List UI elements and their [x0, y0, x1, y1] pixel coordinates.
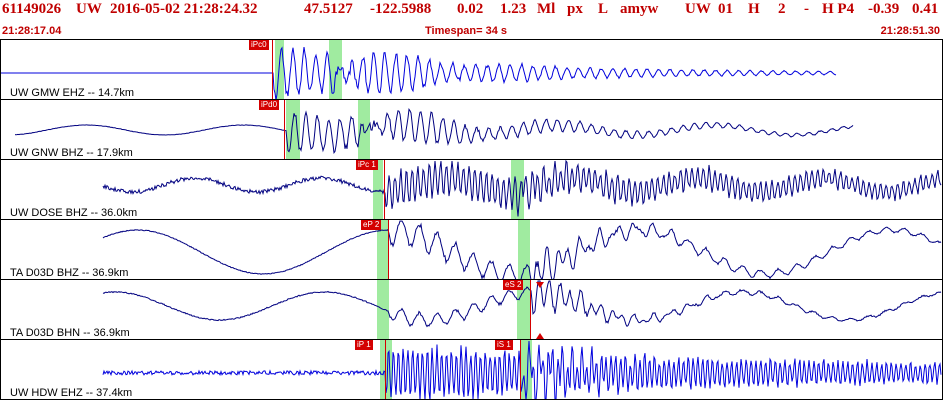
pick-window	[511, 160, 524, 219]
pick-marker-line[interactable]	[530, 280, 531, 339]
pick-label[interactable]: eS 2	[503, 280, 524, 290]
pick-window	[286, 100, 300, 159]
start-time: 21:28:17.04	[2, 25, 62, 37]
flag-dash: -	[804, 1, 809, 17]
waveform-panel-gmw[interactable]: iPc0 UW GMW EHZ -- 14.7km	[0, 39, 943, 100]
seismogram-trace	[102, 220, 942, 279]
waveform-panel-d03d-bhz[interactable]: eP 2 TA D03D BHZ -- 36.9km	[0, 219, 943, 280]
waveform-line	[102, 280, 942, 328]
waveform-line	[102, 160, 942, 217]
flag-2: 2	[778, 1, 786, 17]
pick-label[interactable]: iPc 1	[356, 160, 378, 170]
pick-window	[377, 220, 389, 279]
flag-hp4: H P4	[822, 1, 855, 17]
pick-marker-line[interactable]	[385, 340, 386, 399]
value-1: -0.39	[868, 1, 900, 17]
pick-marker-line[interactable]	[272, 40, 273, 99]
pick-marker-line[interactable]	[388, 220, 389, 279]
waveform-line	[102, 220, 942, 279]
seismogram-trace	[14, 108, 854, 154]
pick-label[interactable]: iS 1	[495, 340, 513, 350]
pick-label[interactable]: iPc0	[249, 40, 269, 50]
pick-window	[329, 40, 342, 99]
time-axis-row: 21:28:17.04 Timespan= 34 s 21:28:51.30	[0, 25, 944, 39]
waveform-line	[102, 340, 942, 399]
pick-label[interactable]: eP 2	[361, 220, 382, 230]
pick-window	[275, 40, 284, 99]
pick-marker-line[interactable]	[520, 340, 521, 399]
end-time: 21:28:51.30	[880, 25, 940, 37]
seismogram-trace	[1, 46, 837, 99]
seismogram-trace	[102, 340, 942, 399]
station-label: UW GMW EHZ -- 14.7km	[10, 87, 135, 99]
seismogram-trace	[102, 280, 942, 328]
station-label: TA D03D BHZ -- 36.9km	[10, 267, 129, 279]
station-label: UW GNW BHZ -- 17.9km	[10, 147, 133, 159]
pick-label[interactable]: iP 1	[355, 340, 373, 350]
flag-px: px	[567, 1, 583, 17]
event-id: 61149026	[2, 1, 62, 17]
waveform-panel-dose[interactable]: iPc 1 UW DOSE BHZ -- 36.0km	[0, 159, 943, 220]
pick-label[interactable]: iPd0	[259, 100, 280, 110]
latitude: 47.5127	[304, 1, 353, 17]
pick-window	[373, 160, 383, 219]
flag-l: L	[598, 1, 609, 17]
timespan: Timespan= 34 s	[425, 25, 508, 37]
station-label: UW HDW EHZ -- 37.4km	[10, 387, 133, 399]
waveform-panel-gnw[interactable]: iPd0 UW GNW BHZ -- 17.9km	[0, 99, 943, 160]
station-label: UW DOSE BHZ -- 36.0km	[10, 207, 138, 219]
waveform-line	[14, 108, 854, 154]
waveform-panel-hdw[interactable]: iP 1 iS 1 UW HDW EHZ -- 37.4km	[0, 339, 943, 400]
network-code: UW	[76, 1, 102, 17]
waveform-panel-d03d-bhn[interactable]: eS 2 TA D03D BHN -- 36.9km	[0, 279, 943, 340]
analyst: amyw	[620, 1, 659, 17]
flag-h: H	[748, 1, 760, 17]
origin-time: 2016-05-02 21:28:24.32	[110, 1, 258, 17]
depth: 0.02	[457, 1, 484, 17]
magnitude-type: Ml	[537, 1, 556, 17]
event-summary-header: 61149026 UW 2016-05-02 21:28:24.32 47.51…	[0, 0, 944, 26]
value-2: 0.41	[912, 1, 939, 17]
longitude: -122.5988	[370, 1, 432, 17]
pick-marker-line[interactable]	[284, 100, 285, 159]
waveform-line	[1, 46, 837, 99]
station-label: TA D03D BHN -- 36.9km	[10, 327, 130, 339]
pick-marker-line[interactable]	[384, 160, 385, 219]
pick-window	[517, 280, 530, 339]
magnitude: 1.23	[500, 1, 527, 17]
pick-window	[521, 340, 532, 399]
version: 01	[718, 1, 733, 17]
waveform-panels: iPc0 UW GMW EHZ -- 14.7km iPd0 UW GNW BH…	[0, 39, 944, 400]
seismogram-trace	[102, 160, 942, 217]
network-code-2: UW	[685, 1, 711, 17]
